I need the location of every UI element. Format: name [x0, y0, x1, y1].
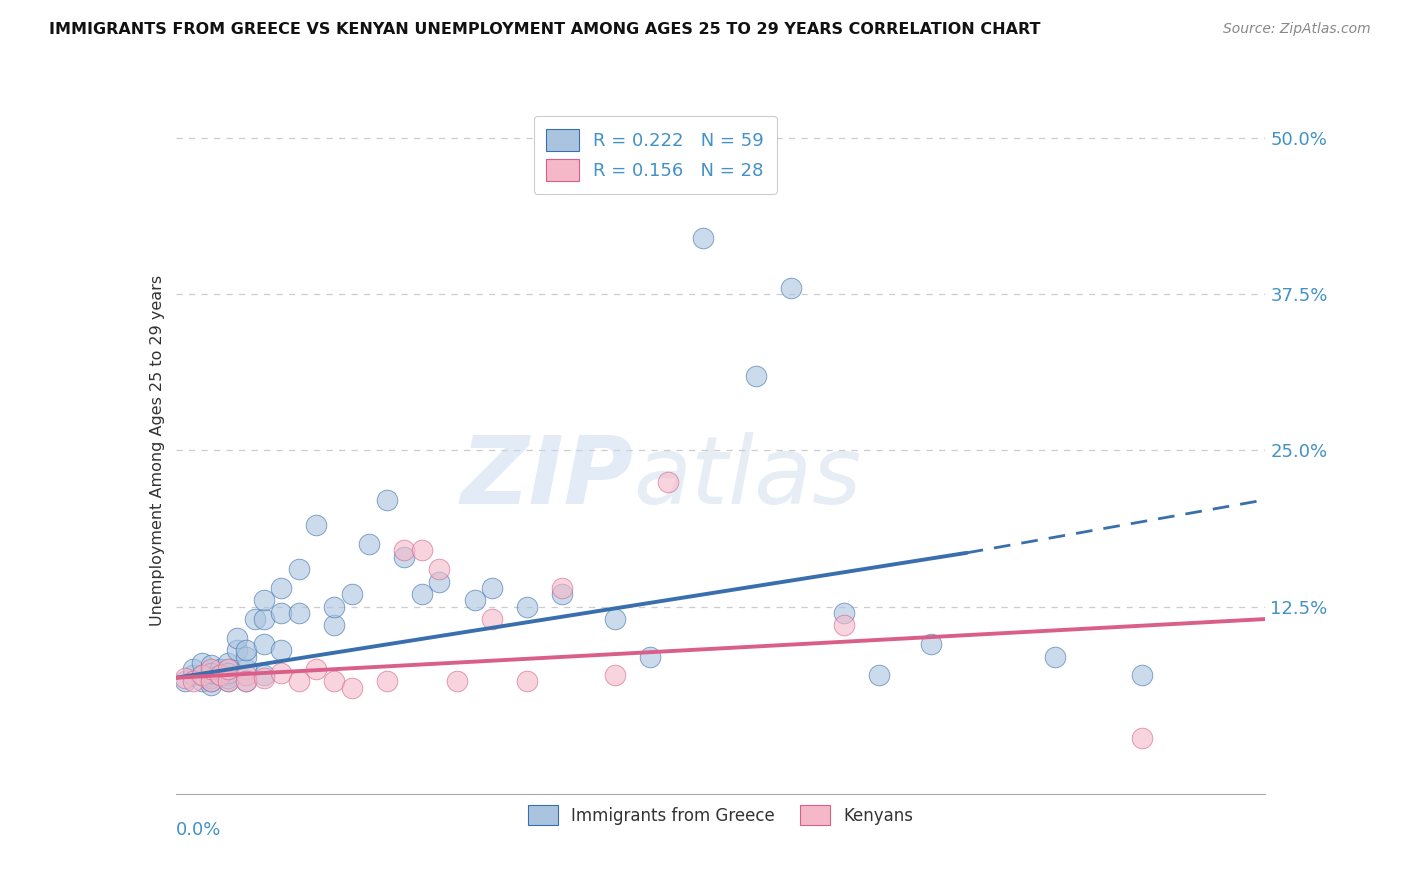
Point: [208, 668, 231, 682]
Point: [183, 662, 205, 676]
Point: [253, 671, 276, 685]
Point: [832, 606, 855, 620]
Point: [322, 674, 346, 689]
Point: [1130, 731, 1153, 745]
Point: [692, 231, 714, 245]
Point: [226, 631, 249, 645]
Point: [208, 662, 231, 676]
Y-axis label: Unemployment Among Ages 25 to 29 years: Unemployment Among Ages 25 to 29 years: [149, 275, 165, 626]
Point: [1043, 649, 1066, 664]
Point: [235, 662, 257, 676]
Point: [411, 543, 433, 558]
Point: [200, 674, 222, 689]
Point: [1130, 668, 1153, 682]
Point: [481, 581, 503, 595]
Point: [253, 593, 276, 607]
Point: [375, 493, 398, 508]
Text: atlas: atlas: [633, 433, 862, 524]
Point: [287, 606, 309, 620]
Point: [551, 587, 574, 601]
Point: [745, 368, 768, 383]
Point: [217, 656, 239, 670]
Point: [191, 656, 214, 670]
Point: [780, 281, 803, 295]
Point: [253, 668, 276, 682]
Point: [235, 643, 257, 657]
Point: [200, 662, 222, 676]
Point: [605, 668, 627, 682]
Text: IMMIGRANTS FROM GREECE VS KENYAN UNEMPLOYMENT AMONG AGES 25 TO 29 YEARS CORRELAT: IMMIGRANTS FROM GREECE VS KENYAN UNEMPLO…: [49, 22, 1040, 37]
Point: [235, 668, 257, 682]
Point: [183, 668, 205, 682]
Point: [191, 668, 214, 682]
Point: [868, 668, 890, 682]
Point: [173, 671, 195, 685]
Point: [270, 665, 292, 680]
Point: [217, 671, 239, 685]
Point: [411, 587, 433, 601]
Point: [217, 662, 239, 676]
Point: [217, 674, 239, 689]
Point: [217, 668, 239, 682]
Text: Source: ZipAtlas.com: Source: ZipAtlas.com: [1223, 22, 1371, 37]
Point: [183, 674, 205, 689]
Point: [200, 665, 222, 680]
Point: [217, 662, 239, 676]
Point: [243, 612, 266, 626]
Point: [394, 549, 416, 564]
Point: [287, 674, 309, 689]
Point: [605, 612, 627, 626]
Point: [357, 537, 380, 551]
Point: [208, 668, 231, 682]
Point: [340, 681, 363, 695]
Point: [270, 581, 292, 595]
Point: [200, 671, 222, 685]
Point: [305, 518, 328, 533]
Point: [253, 612, 276, 626]
Point: [427, 574, 450, 589]
Point: [235, 674, 257, 689]
Point: [200, 665, 222, 680]
Point: [253, 637, 276, 651]
Point: [920, 637, 942, 651]
Point: [270, 643, 292, 657]
Point: [394, 543, 416, 558]
Point: [305, 662, 328, 676]
Point: [270, 606, 292, 620]
Point: [551, 581, 574, 595]
Point: [322, 599, 346, 614]
Point: [217, 674, 239, 689]
Point: [191, 668, 214, 682]
Point: [200, 674, 222, 689]
Point: [217, 665, 239, 680]
Point: [464, 593, 486, 607]
Point: [173, 674, 195, 689]
Point: [657, 475, 679, 489]
Point: [191, 674, 214, 689]
Point: [638, 649, 662, 664]
Point: [287, 562, 309, 576]
Point: [200, 658, 222, 673]
Point: [427, 562, 450, 576]
Point: [226, 643, 249, 657]
Point: [235, 674, 257, 689]
Point: [375, 674, 398, 689]
Legend: Immigrants from Greece, Kenyans: Immigrants from Greece, Kenyans: [516, 793, 925, 837]
Text: 0.0%: 0.0%: [176, 822, 221, 839]
Point: [516, 674, 538, 689]
Point: [322, 618, 346, 632]
Point: [516, 599, 538, 614]
Point: [235, 649, 257, 664]
Point: [446, 674, 468, 689]
Point: [481, 612, 503, 626]
Text: ZIP: ZIP: [461, 432, 633, 524]
Point: [200, 678, 222, 692]
Point: [340, 587, 363, 601]
Point: [832, 618, 855, 632]
